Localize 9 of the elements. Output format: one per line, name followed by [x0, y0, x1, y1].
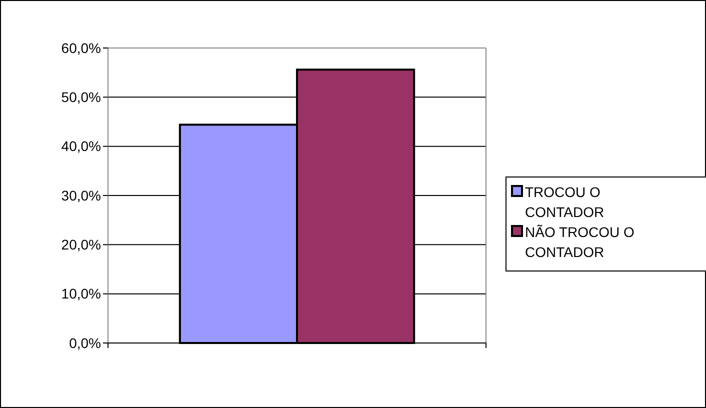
y-tick-label: 30,0%: [61, 187, 101, 204]
y-tick-label: 20,0%: [61, 236, 101, 253]
legend-label: NÃO TROCOU O CONTADOR: [525, 224, 635, 260]
y-tick-label: 40,0%: [61, 138, 101, 154]
legend-label: TROCOU O CONTADOR: [525, 184, 604, 220]
y-tick-label: 50,0%: [61, 89, 101, 106]
y-tick-label: 60,0%: [61, 40, 101, 56]
y-tick-label: 0,0%: [69, 334, 101, 351]
y-tick-label: 10,0%: [61, 286, 101, 302]
